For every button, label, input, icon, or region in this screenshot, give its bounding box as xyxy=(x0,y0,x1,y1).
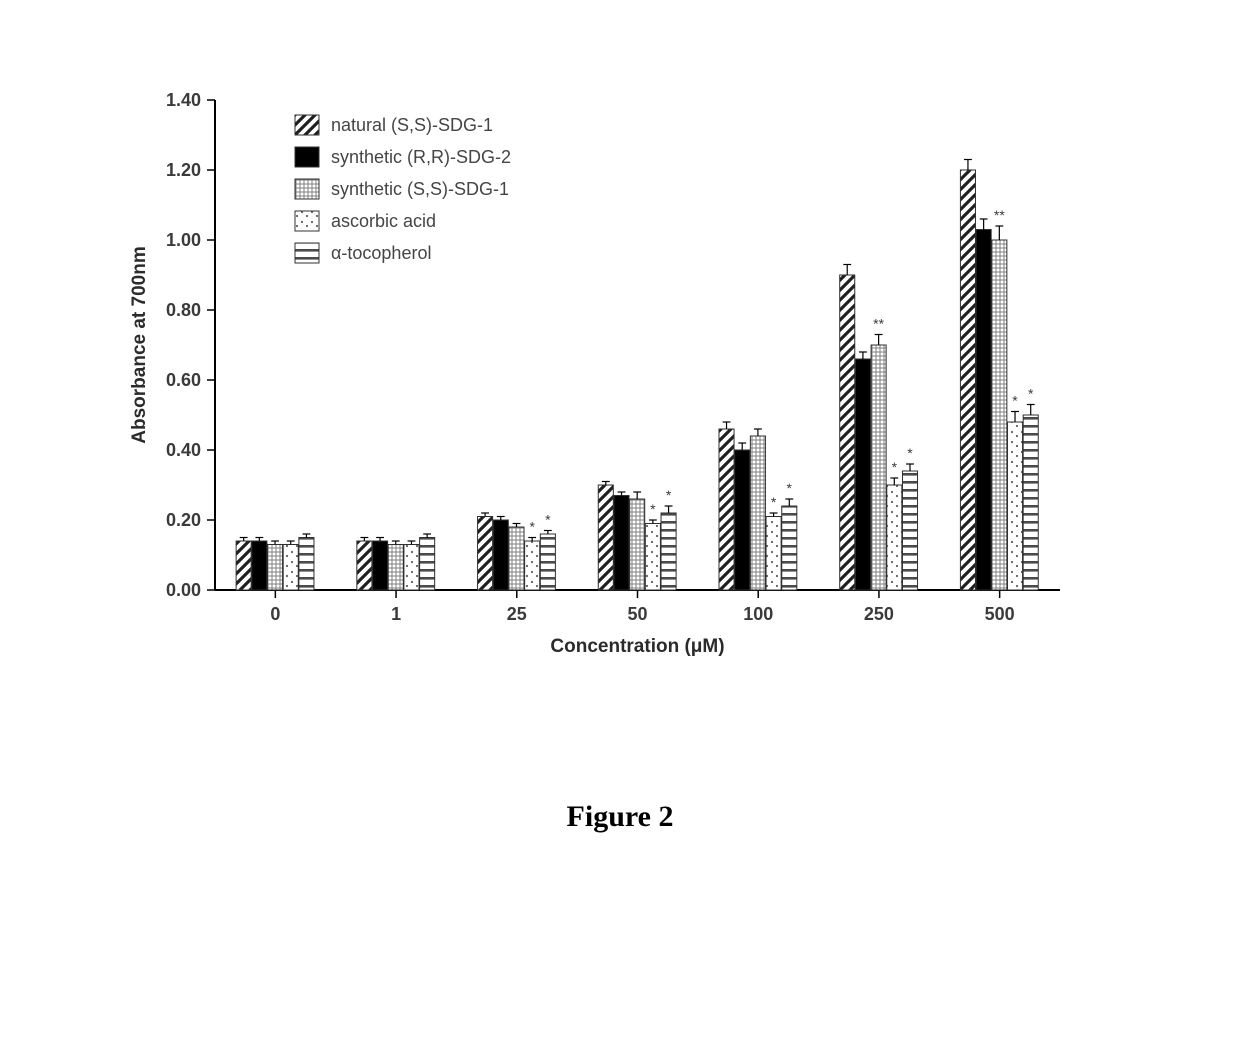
svg-text:250: 250 xyxy=(864,604,894,624)
svg-text:1: 1 xyxy=(391,604,401,624)
svg-text:0.60: 0.60 xyxy=(166,370,201,390)
svg-text:*: * xyxy=(787,480,793,496)
svg-text:0.40: 0.40 xyxy=(166,440,201,460)
svg-text:*: * xyxy=(545,512,551,528)
svg-text:*: * xyxy=(771,494,777,510)
absorbance-bar-chart: 0.00 0.20 0.40 0.60 0.80 1.00 1.20 1.40 Absorban… xyxy=(120,80,1080,680)
svg-text:50: 50 xyxy=(627,604,647,624)
svg-text:1.40: 1.40 xyxy=(166,90,201,110)
svg-text:25: 25 xyxy=(507,604,527,624)
svg-text:natural (S,S)-SDG-1: natural (S,S)-SDG-1 xyxy=(331,115,493,135)
svg-text:Absorbance at 700nm: Absorbance at 700nm xyxy=(129,246,150,443)
svg-text:0.20: 0.20 xyxy=(166,510,201,530)
svg-text:**: ** xyxy=(873,316,884,332)
svg-text:500: 500 xyxy=(985,604,1015,624)
svg-text:1.00: 1.00 xyxy=(166,230,201,250)
svg-text:synthetic (R,R)-SDG-2: synthetic (R,R)-SDG-2 xyxy=(331,147,511,167)
svg-text:**: ** xyxy=(994,207,1005,223)
svg-text:*: * xyxy=(1012,393,1018,409)
svg-text:*: * xyxy=(666,487,672,503)
svg-text:*: * xyxy=(892,459,898,475)
svg-text:1.20: 1.20 xyxy=(166,160,201,180)
svg-text:*: * xyxy=(1028,386,1034,402)
figure-caption: Figure 2 xyxy=(0,800,1240,834)
svg-text:0: 0 xyxy=(270,604,280,624)
svg-text:0.80: 0.80 xyxy=(166,300,201,320)
svg-text:*: * xyxy=(529,519,535,535)
svg-text:ascorbic acid: ascorbic acid xyxy=(331,211,436,231)
chart-svg: 0.00 0.20 0.40 0.60 0.80 1.00 1.20 1.40 Absorban… xyxy=(120,80,1080,680)
svg-text:0.00: 0.00 xyxy=(166,580,201,600)
svg-text:α-tocopherol: α-tocopherol xyxy=(331,243,431,263)
svg-text:100: 100 xyxy=(743,604,773,624)
svg-text:*: * xyxy=(650,501,656,517)
svg-text:synthetic (S,S)-SDG-1: synthetic (S,S)-SDG-1 xyxy=(331,179,509,199)
svg-text:*: * xyxy=(907,445,913,461)
svg-text:Concentration (μM): Concentration (μM) xyxy=(550,636,724,657)
